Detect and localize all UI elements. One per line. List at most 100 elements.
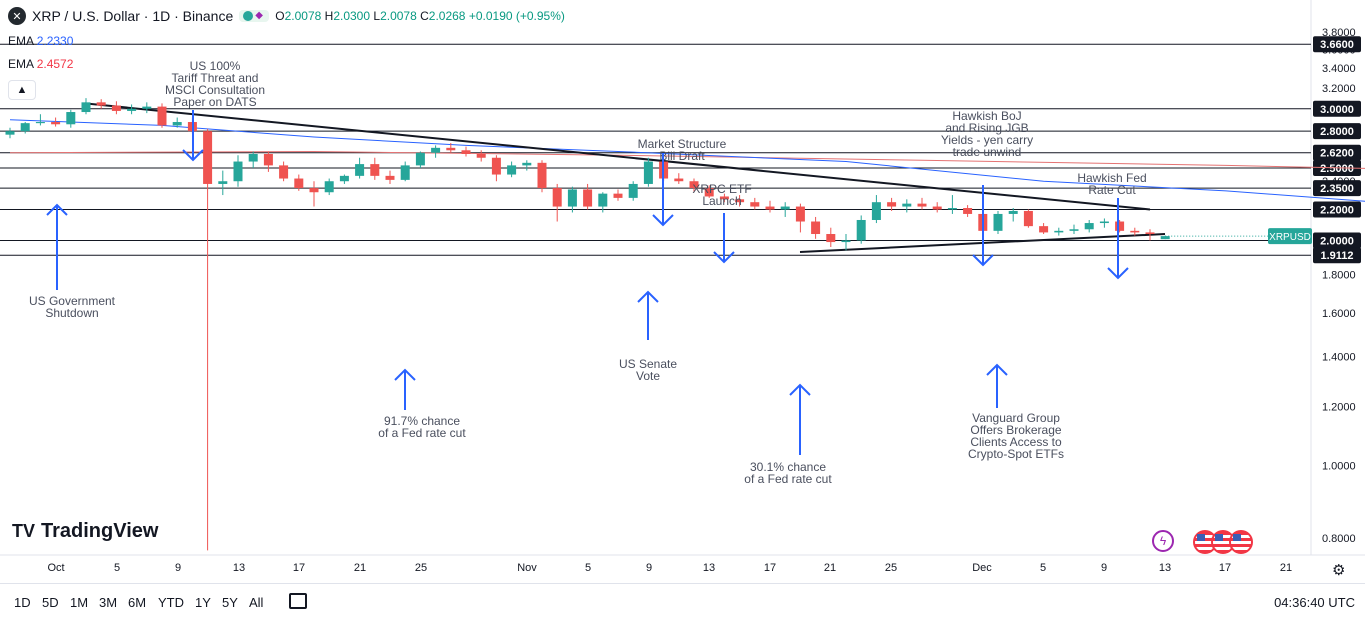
- candle-body[interactable]: [431, 147, 441, 153]
- ema-fast-legend[interactable]: EMA 2.2330: [8, 34, 74, 48]
- candle-body[interactable]: [1115, 221, 1125, 231]
- candle-body[interactable]: [66, 112, 76, 125]
- candle-body[interactable]: [400, 165, 410, 180]
- candle-body[interactable]: [795, 206, 805, 222]
- candle-body[interactable]: [355, 164, 365, 176]
- us-flag-icon[interactable]: [1229, 530, 1253, 554]
- candle-body[interactable]: [127, 108, 137, 111]
- candle-body[interactable]: [643, 161, 653, 184]
- candle-body[interactable]: [963, 208, 973, 214]
- candle-body[interactable]: [932, 206, 942, 210]
- range-5y-button[interactable]: 5Y: [222, 595, 238, 610]
- candle-body[interactable]: [583, 189, 593, 207]
- calendar-icon[interactable]: [289, 593, 307, 609]
- candle-body[interactable]: [157, 106, 167, 126]
- collapse-legend-button[interactable]: ▲: [8, 80, 36, 100]
- candle-body[interactable]: [750, 202, 760, 207]
- candle-body[interactable]: [1130, 230, 1140, 233]
- level-price-label: 2.0000: [1320, 235, 1354, 247]
- candle-body[interactable]: [1069, 229, 1079, 231]
- tradingview-mark-icon: TV: [12, 521, 36, 541]
- candle-body[interactable]: [1099, 221, 1109, 224]
- candle-body[interactable]: [233, 161, 243, 182]
- candle-body[interactable]: [5, 131, 15, 135]
- candle-body[interactable]: [142, 106, 152, 109]
- candle-body[interactable]: [461, 150, 471, 154]
- candle-body[interactable]: [96, 102, 106, 106]
- candle-body[interactable]: [81, 102, 91, 113]
- candle-body[interactable]: [887, 202, 897, 207]
- candle-body[interactable]: [1145, 232, 1155, 235]
- symbol-tag: [1268, 228, 1312, 245]
- candle-body[interactable]: [826, 234, 836, 243]
- candle-body[interactable]: [294, 178, 304, 189]
- candle-body[interactable]: [993, 213, 1003, 231]
- candle-body[interactable]: [689, 181, 699, 189]
- candle-body[interactable]: [765, 206, 775, 210]
- candle-body[interactable]: [415, 152, 425, 166]
- range-ytd-button[interactable]: YTD: [158, 595, 184, 610]
- range-5d-button[interactable]: 5D: [42, 595, 59, 610]
- arrowhead-icon: [652, 214, 674, 227]
- candle-body[interactable]: [172, 122, 182, 126]
- candle-body[interactable]: [111, 105, 121, 111]
- utc-clock[interactable]: 04:36:40 UTC: [1274, 595, 1355, 610]
- economic-events-flags[interactable]: [1193, 530, 1253, 554]
- price-chart[interactable]: 3.80003.60003.40003.20003.00002.80002.60…: [0, 0, 1365, 583]
- candle-body[interactable]: [35, 122, 45, 124]
- candle-body[interactable]: [674, 178, 684, 182]
- candle-body[interactable]: [309, 188, 319, 193]
- candle-body[interactable]: [947, 208, 957, 210]
- candle-body[interactable]: [1008, 210, 1018, 214]
- candle-body[interactable]: [522, 162, 532, 166]
- candle-body[interactable]: [841, 240, 851, 243]
- candle-body[interactable]: [51, 122, 61, 125]
- candle-body[interactable]: [1084, 223, 1094, 230]
- candle-body[interactable]: [476, 153, 486, 158]
- range-1y-button[interactable]: 1Y: [195, 595, 211, 610]
- candle-body[interactable]: [902, 203, 912, 207]
- candle-body[interactable]: [203, 131, 213, 184]
- candle-body[interactable]: [1054, 230, 1064, 233]
- candle-body[interactable]: [446, 147, 456, 151]
- candle-body[interactable]: [491, 157, 501, 175]
- candle-body[interactable]: [1039, 226, 1049, 233]
- ema-slow-legend[interactable]: EMA 2.4572: [8, 57, 74, 71]
- candle-body[interactable]: [1023, 210, 1033, 227]
- candle-body[interactable]: [324, 181, 334, 193]
- range-1m-button[interactable]: 1M: [70, 595, 89, 610]
- candle-body[interactable]: [917, 203, 927, 207]
- crypto-event-icon[interactable]: ϟ: [1152, 530, 1174, 552]
- candle-body[interactable]: [248, 153, 258, 162]
- candle-body[interactable]: [339, 175, 349, 182]
- candle-body[interactable]: [856, 219, 866, 241]
- range-6m-button[interactable]: 6M: [128, 595, 147, 610]
- candle-body[interactable]: [719, 196, 729, 200]
- range-1d-button[interactable]: 1D: [14, 595, 31, 610]
- candle-body[interactable]: [1160, 236, 1170, 240]
- candle-body[interactable]: [385, 175, 395, 180]
- candle-body[interactable]: [537, 162, 547, 189]
- candle-body[interactable]: [613, 193, 623, 198]
- range-3m-button[interactable]: 3M: [99, 595, 118, 610]
- chart-settings-icon[interactable]: ⚙: [1332, 562, 1346, 579]
- candle-body[interactable]: [598, 193, 608, 207]
- market-status-badge[interactable]: ◆: [239, 10, 270, 22]
- candle-body[interactable]: [735, 199, 745, 203]
- candle-body[interactable]: [704, 188, 714, 197]
- symbol-title[interactable]: XRP / U.S. Dollar · 1D · Binance: [32, 8, 234, 24]
- range-all-button[interactable]: All: [249, 595, 264, 610]
- candle-body[interactable]: [567, 189, 577, 207]
- candle-body[interactable]: [507, 165, 517, 175]
- candle-body[interactable]: [263, 153, 273, 166]
- candle-body[interactable]: [218, 181, 228, 184]
- annotation-text: Yields - yen carry: [941, 133, 1033, 147]
- candle-body[interactable]: [370, 164, 380, 176]
- candle-body[interactable]: [871, 202, 881, 220]
- candle-body[interactable]: [279, 165, 289, 179]
- candle-body[interactable]: [628, 183, 638, 198]
- candle-body[interactable]: [780, 206, 790, 210]
- candle-body[interactable]: [811, 221, 821, 235]
- candle-body[interactable]: [552, 188, 562, 207]
- candle-body[interactable]: [20, 123, 30, 132]
